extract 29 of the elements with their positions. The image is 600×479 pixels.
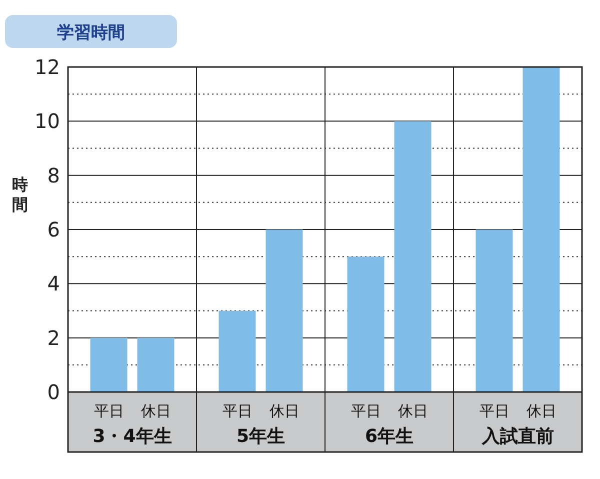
bar xyxy=(394,121,432,392)
y-tick-label: 10 xyxy=(34,109,60,134)
y-tick-label: 4 xyxy=(47,272,60,296)
series-label: 休日 xyxy=(140,402,171,420)
y-tick-label: 6 xyxy=(47,218,60,242)
bar xyxy=(137,338,174,392)
bar xyxy=(347,256,384,392)
x-tick-label: 3・4年生 xyxy=(92,426,172,447)
bar xyxy=(218,310,256,392)
x-tick-label: 6年生 xyxy=(364,426,414,447)
chart-title: 学習時間 xyxy=(57,23,125,43)
y-tick-label: 2 xyxy=(47,326,60,350)
x-tick-label: 入試直前 xyxy=(480,426,554,447)
bar xyxy=(90,338,128,392)
text: 平日 xyxy=(479,402,510,420)
series-label: 平日 xyxy=(94,402,124,420)
bar xyxy=(266,230,303,392)
text: 休日 xyxy=(269,402,300,420)
y-axis-title: 時間 xyxy=(12,175,28,214)
y-tick-label: 8 xyxy=(47,163,60,188)
bar xyxy=(522,67,560,392)
text: 休日 xyxy=(398,402,428,420)
text: 休日 xyxy=(526,402,556,420)
x-tick-label: 5年生 xyxy=(236,426,286,447)
text: 平日 xyxy=(222,402,252,420)
bar xyxy=(476,230,513,392)
text: 平日 xyxy=(350,402,381,420)
y-tick-label: 12 xyxy=(34,55,60,79)
y-tick-label: 0 xyxy=(47,380,60,404)
